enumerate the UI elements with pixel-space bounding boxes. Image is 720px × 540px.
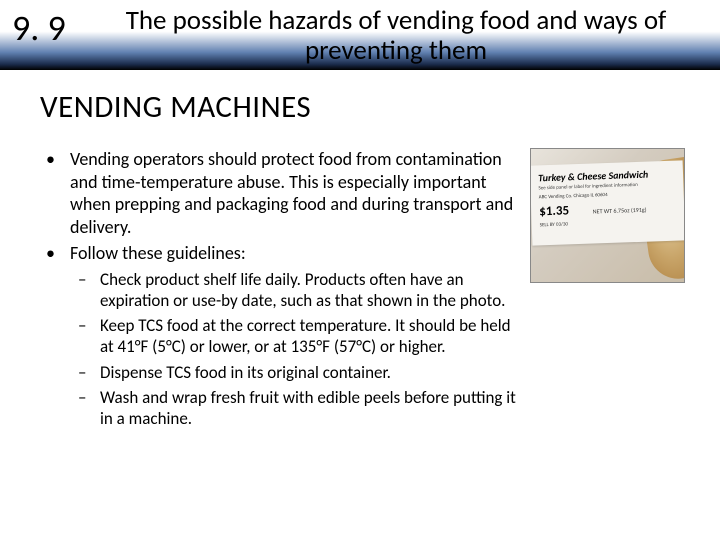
section-number: 9. 9 <box>0 10 92 46</box>
text-column: VENDING MACHINES Vending operators shoul… <box>40 88 530 433</box>
list-item: Wash and wrap fresh fruit with edible pe… <box>100 387 520 430</box>
list-item: Keep TCS food at the correct temperature… <box>100 315 520 358</box>
list-item: Vending operators should protect food fr… <box>70 148 530 238</box>
content-area: VENDING MACHINES Vending operators shoul… <box>0 70 720 433</box>
list-item-text: Follow these guidelines: <box>70 242 246 264</box>
image-column: Turkey & Cheese Sandwich See side panel … <box>530 88 690 433</box>
product-weight: NET WT 6.75oz (191g) <box>593 205 647 215</box>
slide: 9. 9 The possible hazards of vending foo… <box>0 0 720 540</box>
product-label: Turkey & Cheese Sandwich See side panel … <box>530 160 685 245</box>
slide-header: 9. 9 The possible hazards of vending foo… <box>0 0 720 70</box>
subtitle: VENDING MACHINES <box>40 88 530 126</box>
list-item: Follow these guidelines: Check product s… <box>70 242 530 429</box>
slide-title: The possible hazards of vending food and… <box>92 6 720 65</box>
sub-bullet-list: Check product shelf life daily. Products… <box>70 269 520 430</box>
list-item: Dispense TCS food in its original contai… <box>100 362 520 383</box>
product-price: $1.35 <box>539 203 569 219</box>
sandwich-photo: Turkey & Cheese Sandwich See side panel … <box>530 148 685 283</box>
bullet-list: Vending operators should protect food fr… <box>40 148 530 429</box>
list-item: Check product shelf life daily. Products… <box>100 269 520 312</box>
